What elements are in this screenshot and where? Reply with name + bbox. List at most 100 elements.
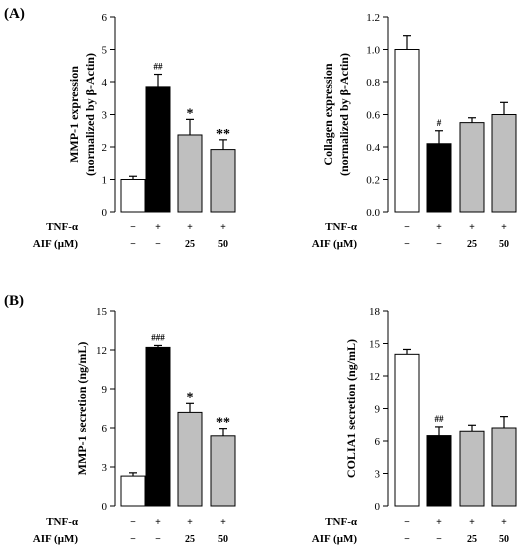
treatment-value: − — [155, 534, 161, 545]
y-tick-label: 6 — [102, 12, 108, 24]
y-tick-label: 9 — [102, 384, 108, 396]
treatment-value: + — [187, 517, 193, 528]
significance-label: # — [437, 118, 442, 128]
treatment-value: − — [436, 239, 442, 250]
treatment-value: + — [436, 222, 442, 233]
y-tick-label: 0 — [375, 501, 381, 513]
treatment-value: 50 — [218, 534, 228, 545]
significance-label: ** — [216, 416, 230, 431]
significance-label: ** — [216, 127, 230, 142]
panel-label-a: (A) — [4, 6, 25, 22]
bar — [120, 475, 146, 507]
significance-label: * — [187, 106, 194, 121]
bar — [491, 114, 517, 213]
treatment-value: − — [436, 534, 442, 545]
bar — [145, 86, 171, 213]
bar — [120, 179, 146, 213]
treatment-row-label: AIF (μM) — [33, 238, 79, 250]
bar — [459, 430, 485, 507]
treatment-value: + — [220, 222, 226, 233]
treatment-value: − — [404, 222, 410, 233]
y-axis-label: Collagen expression — [321, 63, 335, 165]
y-axis-label: MMP-1 secretion (ng/mL) — [75, 342, 89, 476]
bar — [394, 49, 420, 213]
significance-label: * — [187, 390, 194, 405]
treatment-value: + — [187, 222, 193, 233]
y-tick-label: 4 — [102, 77, 108, 89]
treatment-value: + — [501, 222, 507, 233]
y-tick-label: 1.0 — [366, 45, 380, 57]
y-axis-label: (normalized by β-Actin) — [83, 53, 97, 176]
y-tick-label: 18 — [369, 306, 381, 318]
y-tick-label: 0.4 — [366, 142, 380, 154]
y-tick-label: 5 — [102, 45, 108, 57]
treatment-value: − — [130, 239, 136, 250]
treatment-row-label: AIF (μM) — [312, 238, 358, 250]
treatment-value: − — [155, 239, 161, 250]
y-axis-label: COLIA1 secretion (ng/mL) — [344, 339, 358, 478]
y-tick-label: 9 — [375, 404, 381, 416]
treatment-value: − — [130, 222, 136, 233]
significance-label: ## — [154, 62, 164, 72]
treatment-value: + — [469, 517, 475, 528]
treatment-value: + — [155, 517, 161, 528]
treatment-value: 25 — [185, 534, 195, 545]
treatment-value: + — [501, 517, 507, 528]
significance-label: ### — [151, 332, 165, 342]
treatment-value: 25 — [467, 239, 477, 250]
y-axis-label: MMP-1 expression — [67, 66, 81, 163]
treatment-row-label: AIF (μM) — [312, 533, 358, 545]
treatment-value: + — [220, 517, 226, 528]
treatment-row-label: TNF-α — [46, 221, 79, 233]
treatment-row-label: AIF (μM) — [33, 533, 79, 545]
treatment-value: + — [469, 222, 475, 233]
y-tick-label: 15 — [96, 306, 108, 318]
y-tick-label: 1 — [102, 175, 108, 187]
treatment-row-label: TNF-α — [325, 516, 358, 528]
y-tick-label: 6 — [102, 423, 108, 435]
y-tick-label: 0 — [102, 501, 108, 513]
treatment-value: 25 — [185, 239, 195, 250]
y-tick-label: 15 — [369, 339, 381, 351]
y-tick-label: 3 — [102, 110, 108, 122]
significance-label: ## — [435, 414, 445, 424]
bar — [426, 143, 452, 213]
y-tick-label: 0.6 — [366, 110, 380, 122]
treatment-value: − — [130, 517, 136, 528]
treatment-value: 50 — [218, 239, 228, 250]
bar — [426, 435, 452, 507]
treatment-value: + — [155, 222, 161, 233]
y-tick-label: 0.8 — [366, 77, 380, 89]
y-tick-label: 3 — [102, 462, 108, 474]
treatment-row-label: TNF-α — [46, 516, 79, 528]
bar — [177, 134, 203, 213]
treatment-row-label: TNF-α — [325, 221, 358, 233]
y-tick-label: 0.0 — [366, 207, 380, 219]
y-tick-label: 3 — [375, 469, 381, 481]
treatment-value: − — [404, 534, 410, 545]
bar — [491, 427, 517, 507]
panel-label-b: (B) — [4, 293, 24, 309]
y-tick-label: 1.2 — [366, 12, 380, 24]
bar — [177, 411, 203, 507]
treatment-value: − — [404, 517, 410, 528]
treatment-value: 50 — [499, 534, 509, 545]
y-tick-label: 6 — [375, 436, 381, 448]
bar — [210, 149, 236, 213]
treatment-value: − — [404, 239, 410, 250]
bar — [394, 353, 420, 507]
y-tick-label: 2 — [102, 142, 108, 154]
y-tick-label: 12 — [96, 345, 107, 357]
bar — [210, 435, 236, 507]
bar — [459, 122, 485, 213]
y-axis-label: (normalized by β-Actin) — [337, 53, 351, 176]
treatment-value: 50 — [499, 239, 509, 250]
y-tick-label: 0.2 — [366, 175, 380, 187]
bar — [145, 346, 171, 507]
y-tick-label: 12 — [369, 371, 380, 383]
